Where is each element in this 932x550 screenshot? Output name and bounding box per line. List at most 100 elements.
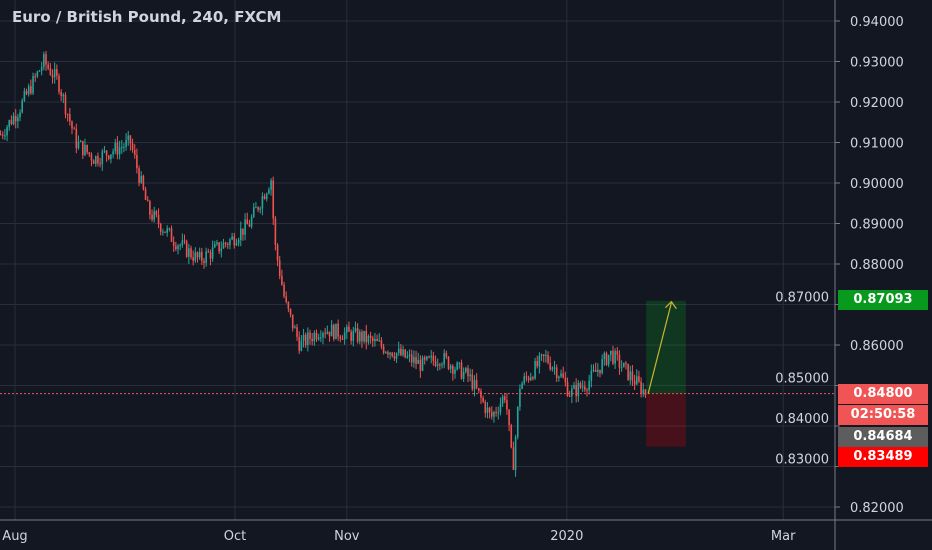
candle-body	[170, 228, 173, 242]
candle-body	[516, 406, 519, 438]
candle-body	[458, 362, 461, 364]
candle-body	[627, 363, 629, 380]
candle-body	[625, 362, 627, 364]
candle-body	[110, 154, 112, 159]
candle-body	[352, 331, 355, 341]
candle-body	[605, 353, 608, 365]
candle-body	[229, 239, 231, 246]
candle-body	[71, 121, 73, 129]
candle-body	[549, 362, 552, 370]
y-tick-label: 0.88000	[850, 258, 904, 273]
candle-body	[192, 257, 194, 261]
candle-body	[185, 241, 188, 257]
candle-body	[423, 357, 426, 360]
candle-body	[140, 175, 143, 183]
candle-body	[296, 327, 298, 337]
candle-body	[90, 154, 93, 161]
candle-body	[300, 340, 303, 351]
y-tick-label: 0.92000	[850, 96, 904, 111]
gray-price-tag: 0.84684	[838, 427, 928, 447]
candle-body	[86, 144, 88, 153]
y-tick-label: 0.85000	[775, 372, 829, 387]
candle-body	[395, 352, 398, 359]
y-tick-label: 0.82000	[850, 501, 904, 516]
candle-body	[51, 74, 54, 78]
candle-body	[188, 248, 190, 257]
candle-body	[413, 357, 415, 363]
candle-body	[259, 208, 262, 210]
candle-body	[371, 337, 374, 342]
candle-body	[265, 193, 268, 199]
candle-body	[592, 369, 595, 371]
candle-body	[159, 224, 162, 232]
candle-body	[233, 236, 236, 246]
candle-body	[607, 354, 610, 365]
arrow-head-icon	[664, 300, 677, 310]
candle-body	[475, 379, 478, 389]
candle-body	[478, 388, 480, 391]
candle-body	[261, 196, 264, 209]
candle-body	[25, 91, 28, 95]
candle-body	[146, 199, 149, 202]
candle-body	[177, 245, 179, 250]
candle-body	[575, 385, 577, 397]
countdown-tag: 02:50:58	[838, 405, 928, 425]
candle-body	[116, 142, 119, 155]
candle-body	[8, 120, 11, 128]
candle-body	[103, 150, 106, 152]
target-price-tag: 0.87093	[838, 290, 928, 310]
candle-body	[529, 377, 532, 381]
candle-body	[430, 355, 432, 358]
candle-body	[382, 346, 385, 353]
candle-body	[501, 396, 504, 404]
candle-body	[226, 243, 229, 246]
candle-body	[268, 189, 270, 194]
candle-body	[415, 357, 417, 364]
candle-body	[131, 143, 134, 150]
candle-body	[629, 371, 632, 380]
candle-body	[348, 326, 350, 332]
target-zone	[646, 300, 686, 394]
candle-body	[82, 141, 84, 156]
candle-body	[397, 348, 400, 353]
candle-body	[584, 386, 586, 390]
candle-body	[358, 331, 361, 342]
candle-body	[523, 376, 526, 384]
candle-body	[618, 354, 621, 368]
candle-body	[484, 401, 487, 413]
candle-body	[434, 360, 437, 366]
candle-body	[112, 151, 114, 155]
candle-body	[538, 355, 541, 367]
candle-body	[579, 383, 582, 388]
candle-body	[343, 332, 346, 340]
candle-body	[38, 70, 41, 72]
candle-body	[555, 367, 558, 379]
candle-body	[404, 349, 407, 358]
candle-body	[12, 115, 15, 125]
candle-body	[456, 362, 458, 370]
candle-body	[436, 364, 439, 366]
candle-body	[588, 380, 590, 391]
candle-body	[328, 331, 331, 337]
x-tick-label: Nov	[334, 529, 360, 544]
candle-body	[339, 336, 342, 339]
candle-body	[480, 390, 482, 398]
candle-body	[490, 412, 493, 417]
candle-body	[380, 340, 383, 347]
candle-body	[255, 207, 257, 209]
candle-body	[335, 323, 337, 340]
candle-body	[17, 117, 19, 122]
y-tick-label: 0.93000	[850, 56, 904, 71]
candle-body	[428, 356, 430, 358]
candle-body	[333, 324, 335, 340]
candle-body	[363, 330, 365, 342]
candle-body	[638, 376, 640, 382]
candle-body	[499, 403, 502, 413]
candle-body	[454, 369, 456, 374]
candle-body	[45, 54, 47, 65]
candle-body	[410, 354, 413, 363]
candle-body	[566, 382, 569, 396]
candle-body	[153, 211, 156, 220]
